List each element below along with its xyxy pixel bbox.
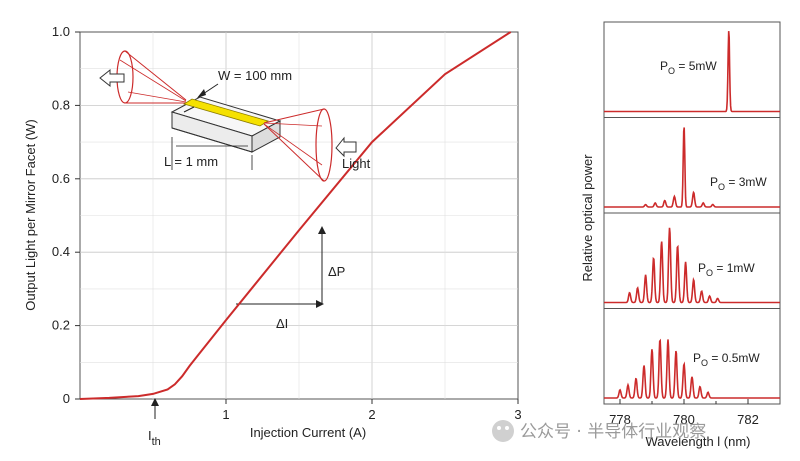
power-label-main: P — [698, 261, 706, 275]
laser-diode-illustration: W = 100 mm L = 1 mm Light — [99, 50, 371, 182]
threshold-marker: Ith — [148, 398, 161, 448]
y-tick-label: 1.0 — [52, 24, 70, 39]
power-label: PO = 0.5mW — [693, 351, 760, 368]
y-tick-label: 0.2 — [52, 318, 70, 333]
x-tick-label: 1 — [222, 407, 229, 422]
spectrum-line — [604, 31, 780, 113]
power-label-sub: O — [718, 182, 725, 192]
power-label: PO = 5mW — [660, 59, 717, 76]
y-axis-label: Output Light per Mirror Facet (W) — [23, 119, 38, 310]
y-tick-label: 0.8 — [52, 97, 70, 112]
wavelength-tick-label: 780 — [673, 412, 695, 427]
slope-annotation: ΔP ΔI — [236, 226, 345, 331]
power-label-value: = 1mW — [713, 261, 755, 275]
x-tick-label: 3 — [514, 407, 521, 422]
wavelength-tick-label: 782 — [737, 412, 759, 427]
svg-text:Ith: Ith — [148, 428, 161, 448]
length-label: L = 1 mm — [164, 154, 218, 169]
y-tick-label: 0.4 — [52, 244, 70, 259]
threshold-subscript: th — [152, 436, 161, 448]
watermark-text: 公众号 · 半导体行业观察 — [520, 422, 706, 442]
threshold-label: I — [148, 428, 152, 443]
tick-labels: 0 0.2 0.4 0.6 0.8 1.0 1 2 3 — [52, 24, 522, 422]
grid — [80, 32, 518, 399]
light-label: Light — [342, 156, 371, 171]
power-label-main: P — [693, 351, 701, 365]
power-label: PO = 3mW — [710, 175, 767, 192]
x-tick-label: 2 — [368, 407, 375, 422]
spectrum-line — [604, 338, 780, 399]
series-line — [79, 31, 512, 400]
power-label-value: = 3mW — [725, 175, 767, 189]
watermark: 公众号 · 半导体行业观察 — [492, 420, 706, 442]
wavelength-ticks: 778 780 782 — [609, 399, 759, 427]
spectrum-line — [604, 127, 780, 208]
spectra-y-label: Relative optical power — [580, 154, 595, 282]
spectra-x-label: Wavelength l (nm) — [646, 434, 751, 449]
spectrum-line — [604, 227, 780, 304]
power-label-main: P — [710, 175, 718, 189]
width-label: W = 100 mm — [218, 68, 292, 83]
power-label: PO = 1mW — [698, 261, 755, 278]
delta-i-label: ΔI — [276, 316, 288, 331]
x-axis-label: Injection Current (A) — [250, 425, 366, 440]
wavelength-tick-label: 778 — [609, 412, 631, 427]
y-tick-label: 0.6 — [52, 171, 70, 186]
power-label-sub: O — [668, 66, 675, 76]
power-label-value: = 0.5mW — [708, 351, 760, 365]
power-label-main: P — [660, 59, 668, 73]
delta-p-label: ΔP — [328, 264, 345, 279]
power-label-sub: O — [706, 268, 713, 278]
power-label-value: = 5mW — [675, 59, 717, 73]
power-label-sub: O — [701, 358, 708, 368]
y-tick-label: 0 — [63, 391, 70, 406]
